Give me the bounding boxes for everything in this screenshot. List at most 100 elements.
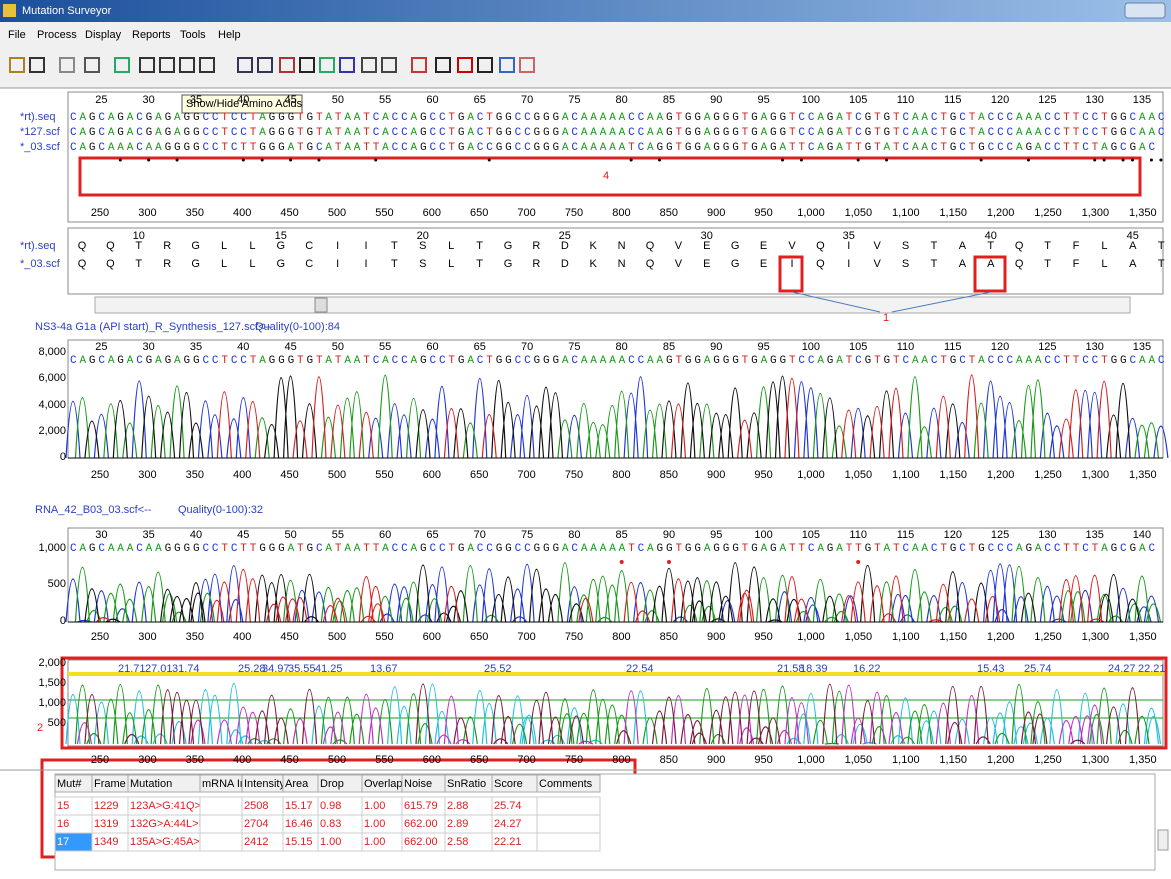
ruler-label: 95 [710, 529, 722, 541]
cell-text: 662.00 [404, 836, 438, 848]
diff-dot [176, 159, 179, 162]
menu-item[interactable]: File [8, 29, 26, 41]
scale-label: 500 [328, 469, 346, 481]
sequence: CAGCAGACGAGAGGCCTCCTAGGGTGTATAATCACCAGCC… [70, 355, 1165, 367]
title-bar [0, 0, 1171, 22]
scale-label: 850 [660, 754, 678, 766]
menu-item[interactable]: Display [85, 29, 122, 41]
amino-acid: A [987, 258, 995, 270]
ruler-label: 135 [1133, 94, 1151, 106]
cell-text: 2.89 [447, 818, 468, 830]
amino-acid: G [731, 258, 740, 270]
scale-label: 400 [233, 754, 251, 766]
window-buttons[interactable] [1125, 3, 1165, 18]
amino-acid: Q [646, 240, 655, 252]
ruler-label: 115 [944, 341, 962, 353]
score-label: 27.01 [145, 663, 173, 675]
table-cell[interactable] [537, 815, 600, 833]
table-cell[interactable] [200, 833, 242, 851]
scale-label: 350 [186, 631, 204, 643]
amino-acid: L [249, 240, 255, 252]
scale-label: 750 [565, 207, 583, 219]
diff-dot [885, 159, 888, 162]
sequence: CAGCAGACGAGAGGCCTCCTAGGGTGTATAATCACCAGCC… [70, 112, 1165, 124]
menu-item[interactable]: Reports [132, 29, 171, 41]
scale-label: 1,050 [845, 207, 873, 219]
amino-acid: I [847, 258, 850, 270]
scale-label: 1,300 [1082, 207, 1110, 219]
amino-acid: A [959, 240, 967, 252]
amino-acid: G [731, 240, 740, 252]
score-label: 13.67 [370, 663, 398, 675]
scale-label: 550 [375, 469, 393, 481]
amino-acid: E [703, 240, 710, 252]
ruler-label: 90 [710, 341, 722, 353]
ruler-label: 120 [944, 529, 962, 541]
app-icon [3, 4, 16, 17]
amino-acid: T [1158, 240, 1165, 252]
score-label: 24.27 [1108, 663, 1136, 675]
scale-label: 1,100 [892, 469, 920, 481]
score-label: 16.22 [853, 663, 881, 675]
score-label: 35.55 [288, 663, 316, 675]
scale-label: 500 [328, 207, 346, 219]
scale-label: 1,050 [845, 469, 873, 481]
ruler-label: 75 [568, 341, 580, 353]
amino-acid: V [874, 240, 882, 252]
cell-text: 132G>A:44L>L [130, 818, 205, 830]
header-text: Frame [94, 778, 126, 790]
scale-label: 1,350 [1129, 469, 1157, 481]
scale-label: 750 [565, 631, 583, 643]
score-label: 25.74 [1024, 663, 1052, 675]
menu-item[interactable]: Tools [180, 29, 206, 41]
diff-dot [374, 159, 377, 162]
scale-label: 700 [517, 469, 535, 481]
scale-label: 1,250 [1034, 754, 1062, 766]
scroll-thumb[interactable] [315, 298, 327, 312]
scrollbar[interactable] [1158, 830, 1168, 850]
diff-dot [147, 159, 150, 162]
scrollbar[interactable] [95, 297, 1130, 313]
scale-label: 1,200 [987, 754, 1015, 766]
scale-label: 800 [612, 754, 630, 766]
scale-label: 1,100 [892, 207, 920, 219]
score-label: 25.52 [484, 663, 512, 675]
ruler-label: 105 [849, 94, 867, 106]
diff-dot [980, 159, 983, 162]
trace-title: NS3-4a G1a (API start)_R_Synthesis_127.s… [35, 321, 272, 333]
cell-text: 1229 [94, 800, 118, 812]
score-label: 15.43 [977, 663, 1005, 675]
scale-label: 600 [423, 631, 441, 643]
amino-acid: L [1101, 240, 1107, 252]
scale-label: 650 [470, 754, 488, 766]
amino-acid: I [336, 258, 339, 270]
scale-label: 850 [660, 631, 678, 643]
row-name: *127.scf [20, 126, 61, 138]
ruler-label: 75 [568, 94, 580, 106]
amino-acid: T [476, 240, 483, 252]
ruler-label: 130 [1086, 94, 1104, 106]
diff-dot [1093, 159, 1096, 162]
table-cell[interactable] [537, 833, 600, 851]
diff-dot [289, 159, 292, 162]
scale-label: 1,300 [1082, 631, 1110, 643]
table-cell[interactable] [537, 797, 600, 815]
ruler-label: 40 [190, 529, 202, 541]
trace-quality: Quality(0-100):32 [178, 504, 263, 516]
menu-item[interactable]: Help [218, 29, 241, 41]
amino-acid: V [788, 240, 796, 252]
header-text: mRNA Ir [202, 778, 244, 790]
table-cell[interactable] [200, 815, 242, 833]
y-tick-label: 2,000 [38, 425, 66, 437]
scale-label: 700 [517, 754, 535, 766]
cell-text: 2508 [244, 800, 268, 812]
menu-item[interactable]: Process [37, 29, 77, 41]
amino-acid: I [790, 258, 793, 270]
scale-label: 950 [754, 754, 772, 766]
cell-text: 2704 [244, 818, 268, 830]
scale-label: 1,000 [797, 207, 825, 219]
scale-label: 550 [375, 631, 393, 643]
ruler-label: 25 [95, 94, 107, 106]
row-name: *rt).seq [20, 240, 55, 252]
table-cell[interactable] [200, 797, 242, 815]
